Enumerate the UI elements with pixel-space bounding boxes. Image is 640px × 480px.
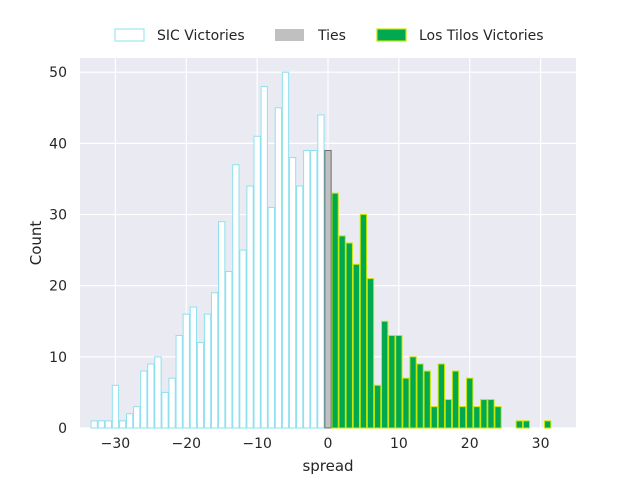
- bar: [494, 406, 502, 429]
- bar: [466, 377, 474, 429]
- bar: [458, 406, 467, 429]
- bar: [196, 342, 205, 429]
- y-tick-label: 0: [58, 421, 67, 437]
- legend-label: Los Tilos Victories: [419, 28, 544, 44]
- bar: [366, 278, 375, 429]
- bar: [444, 399, 453, 429]
- bar: [423, 370, 431, 429]
- x-tick-label: −30: [101, 436, 131, 452]
- bar: [189, 306, 198, 429]
- bar: [90, 420, 98, 429]
- bar: [125, 413, 134, 429]
- x-tick-label: −10: [242, 436, 272, 452]
- x-tick-label: 10: [390, 436, 408, 452]
- bar: [296, 185, 304, 429]
- bar: [317, 114, 325, 429]
- bar: [111, 384, 120, 429]
- series-2: [331, 192, 552, 429]
- y-tick-labels: 0 10 20 30 40 50: [49, 65, 67, 437]
- bar: [175, 335, 183, 429]
- legend-item: SIC Victories: [114, 28, 245, 44]
- bar: [253, 135, 261, 429]
- y-tick-label: 50: [49, 65, 67, 81]
- y-tick-label: 30: [49, 208, 67, 224]
- bar: [416, 363, 424, 429]
- legend-item: Ties: [275, 28, 346, 44]
- bar: [154, 356, 162, 429]
- bar: [359, 214, 368, 429]
- legend-label: Ties: [317, 28, 346, 44]
- bar: [395, 335, 403, 429]
- bar: [161, 391, 169, 429]
- bar: [409, 356, 417, 429]
- x-tick-label: 0: [324, 436, 333, 452]
- bar: [210, 292, 219, 429]
- bar: [437, 363, 446, 429]
- bar: [338, 235, 346, 429]
- x-axis-label: spread: [302, 457, 353, 475]
- bar: [515, 420, 523, 429]
- bar: [225, 270, 233, 429]
- x-tick-label: 20: [461, 436, 479, 452]
- bar: [430, 406, 438, 429]
- bar: [381, 320, 389, 429]
- bar: [352, 263, 360, 429]
- bar: [388, 335, 396, 429]
- legend-swatch: [114, 28, 145, 42]
- x-tick-labels: −30 −20 −10 0 10 20 30: [101, 436, 550, 452]
- y-tick-label: 40: [49, 136, 67, 152]
- bar: [104, 420, 112, 429]
- bar: [402, 377, 410, 429]
- bar: [97, 420, 105, 429]
- y-tick-label: 10: [49, 350, 67, 366]
- bar: [168, 377, 176, 429]
- x-tick-label: 30: [532, 436, 550, 452]
- bar: [147, 363, 155, 429]
- bar: [260, 85, 268, 429]
- bar: [324, 150, 332, 429]
- bar: [544, 420, 552, 429]
- bar: [522, 420, 531, 429]
- bar: [451, 370, 460, 429]
- bar: [473, 406, 481, 429]
- bar: [310, 150, 318, 429]
- bar: [218, 221, 226, 429]
- legend: SIC Victories Ties Los Tilos Victories: [114, 28, 544, 44]
- legend-swatch: [376, 28, 407, 42]
- y-tick-label: 20: [49, 279, 67, 295]
- bar: [239, 249, 247, 429]
- bar: [373, 384, 382, 429]
- bar: [288, 157, 297, 429]
- x-tick-label: −20: [172, 436, 202, 452]
- bar: [487, 399, 495, 429]
- bar: [232, 164, 240, 429]
- bars: [90, 71, 552, 429]
- y-axis-label: Count: [27, 221, 45, 266]
- bar: [246, 185, 254, 429]
- bar: [133, 406, 141, 429]
- bar: [274, 107, 283, 429]
- bar: [480, 399, 488, 429]
- series-1: [324, 150, 332, 429]
- legend-swatch: [275, 29, 304, 41]
- bar: [281, 71, 290, 429]
- legend-item: Los Tilos Victories: [376, 28, 544, 44]
- bar: [140, 370, 148, 429]
- bar: [345, 242, 353, 429]
- series-0: [90, 71, 325, 429]
- bar: [267, 206, 275, 429]
- bar: [203, 313, 212, 429]
- legend-label: SIC Victories: [157, 28, 245, 44]
- bar: [331, 192, 339, 429]
- bar: [182, 313, 190, 429]
- bar: [118, 420, 127, 429]
- bar: [303, 150, 311, 429]
